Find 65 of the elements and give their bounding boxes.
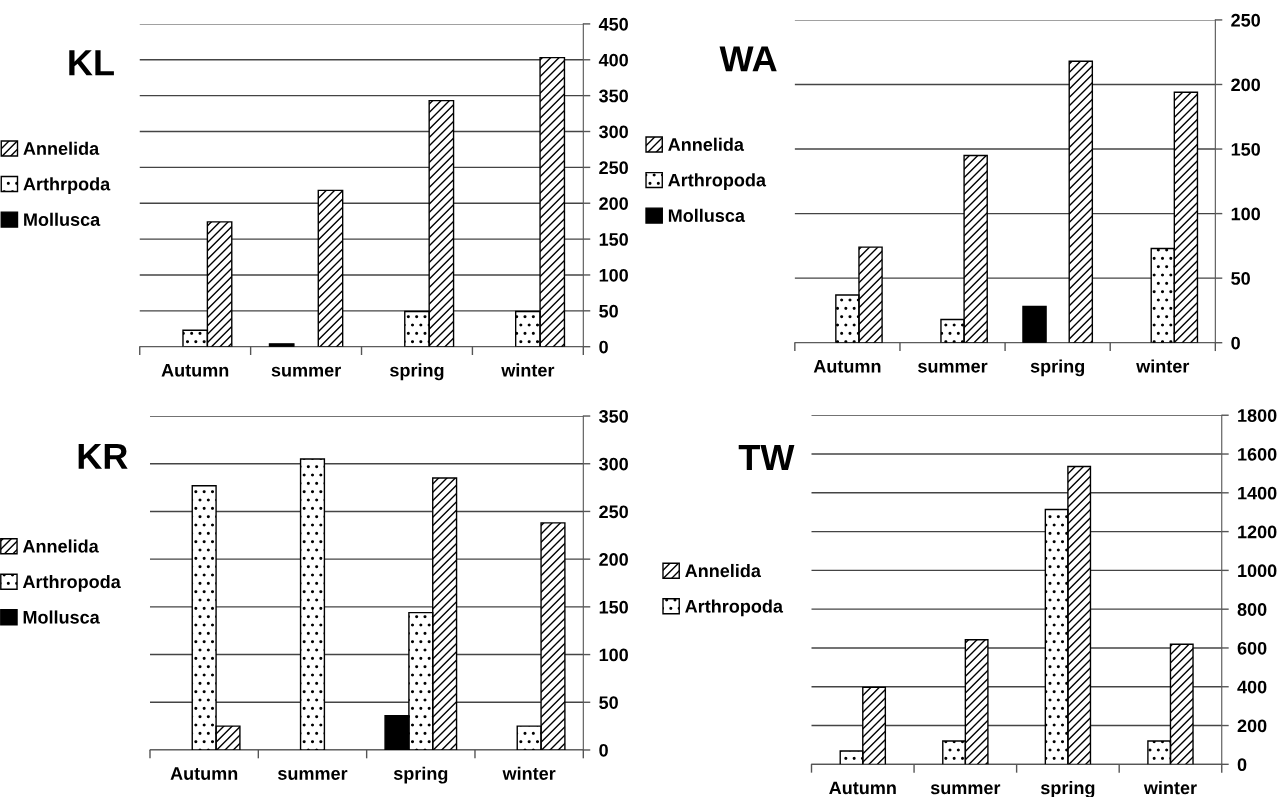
legend-label: Annelida (685, 563, 762, 578)
y-tick-label: 0 (1231, 336, 1240, 350)
text: TW (738, 445, 795, 470)
y-tick-label: 1000 (1238, 564, 1277, 578)
y-tick-label: 300 (599, 457, 628, 471)
legend-label: Arthropoda (668, 173, 767, 191)
y-tick-label: 150 (1231, 142, 1260, 156)
y-tick-label: 1800 (1238, 409, 1277, 422)
x-tick-label: Autumn (829, 781, 896, 795)
legend-label: Mollusca (24, 212, 101, 226)
x-tick-label: spring (393, 766, 448, 784)
y-tick-label: 450 (598, 17, 628, 31)
y-tick-label: 1400 (1238, 486, 1277, 500)
x-tick-label: winter (502, 766, 556, 780)
x-tick-label: winter (501, 363, 555, 377)
y-tick-label: 50 (1231, 272, 1250, 285)
x-tick-label: Autumn (813, 360, 881, 373)
y-tick-label: 400 (598, 53, 628, 67)
x-tick-label: Autumn (161, 364, 229, 377)
legend-label: Arthrpoda (23, 177, 111, 195)
y-tick-label: 200 (599, 553, 628, 566)
y-tick-label: 250 (1231, 13, 1260, 27)
x-tick-label: spring (1030, 359, 1085, 377)
y-tick-label: 350 (599, 409, 628, 423)
y-tick-label: 150 (599, 233, 628, 246)
text: KL (69, 50, 114, 76)
y-tick-label: 200 (599, 197, 628, 210)
legend-label: Mollusca (668, 208, 746, 223)
x-tick-label: summer (271, 366, 341, 377)
y-tick-label: 0 (1237, 758, 1247, 772)
y-tick-label: 100 (599, 268, 628, 282)
y-tick-label: 50 (599, 696, 618, 709)
x-tick-label: spring (1040, 780, 1095, 797)
legend-label: Arthropoda (685, 599, 784, 617)
text: KR (78, 443, 128, 469)
y-tick-label: 1600 (1238, 447, 1277, 461)
y-tick-label: 350 (599, 89, 628, 103)
y-tick-label: 300 (599, 125, 628, 139)
y-tick-label: 0 (599, 743, 608, 757)
legend-label: Annelida (22, 539, 99, 553)
x-tick-label: Autumn (170, 767, 238, 780)
x-tick-label: winter (1136, 359, 1190, 373)
legend-label: Mollusca (23, 610, 100, 624)
y-tick-label: 600 (1237, 641, 1267, 655)
x-tick-label: summer (918, 362, 988, 373)
legend-label: Annelida (668, 137, 745, 151)
y-tick-label: 50 (599, 304, 618, 318)
x-tick-label: summer (278, 770, 348, 780)
legend-label: Annelida (23, 141, 100, 155)
y-tick-label: 0 (599, 340, 608, 354)
y-tick-label: 100 (599, 648, 628, 662)
y-tick-label: 800 (1237, 603, 1267, 616)
y-tick-label: 100 (1231, 207, 1260, 221)
x-tick-label: summer (930, 784, 1001, 795)
text: WA (719, 46, 777, 72)
x-tick-label: spring (390, 363, 444, 381)
y-tick-label: 200 (1237, 719, 1267, 733)
legend-label: Arthropoda (22, 574, 121, 592)
y-tick-label: 200 (1231, 78, 1260, 92)
y-tick-label: 250 (599, 161, 628, 175)
y-tick-label: 1200 (1238, 525, 1277, 539)
x-tick-label: winter (1143, 780, 1197, 795)
y-tick-label: 150 (599, 600, 628, 614)
y-tick-label: 250 (599, 505, 628, 519)
y-tick-label: 400 (1237, 680, 1267, 694)
